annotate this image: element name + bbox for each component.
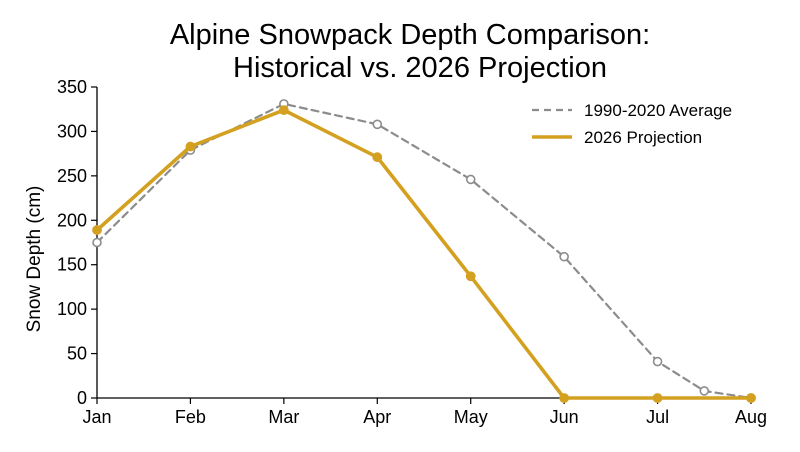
data-point: [278, 105, 289, 116]
x-tick-label: Aug: [735, 407, 767, 427]
legend-label-1990-2020-average: 1990-2020 Average: [584, 101, 732, 120]
y-tick-label: 350: [57, 77, 87, 97]
data-point: [559, 393, 570, 403]
y-tick-label: 200: [57, 210, 87, 230]
data-point: [746, 393, 756, 403]
axes: 0 50 100 150 200 250 300 350 Jan Feb Mar Apr May Jun J…: [57, 77, 767, 427]
y-axis-label: Snow Depth (cm): [24, 186, 45, 333]
data-point: [559, 251, 569, 262]
x-tick-label: Jul: [646, 407, 669, 427]
series-2026-projection: [92, 105, 756, 403]
x-tick-label: Feb: [175, 407, 206, 427]
x-tick-label: Mar: [268, 407, 299, 427]
chart-title-line-2: Historical vs. 2026 Projection: [233, 52, 607, 84]
data-point: [652, 356, 663, 367]
y-tick-label: 250: [57, 166, 87, 186]
x-tick-label: Apr: [363, 407, 391, 427]
chart-title-line-1: Alpine Snowpack Depth Comparison:: [170, 19, 650, 51]
x-tick-label: Jan: [82, 407, 111, 427]
series-layer: [92, 99, 756, 403]
y-tick-label: 50: [67, 344, 87, 364]
series-line-1990-2020-average: [95, 102, 753, 400]
legend: 1990-2020 Average 2026 Projection: [532, 101, 732, 147]
data-point: [372, 152, 383, 163]
data-point: [652, 393, 663, 403]
y-tick-label: 0: [77, 388, 87, 408]
data-point: [465, 271, 476, 282]
data-point: [92, 225, 102, 235]
series-line-2026-projection: [95, 108, 753, 400]
data-point: [465, 174, 476, 185]
data-point: [185, 141, 196, 152]
data-point: [699, 386, 710, 396]
data-point: [92, 237, 102, 248]
x-tick-label: Jun: [550, 407, 579, 427]
y-tick-label: 150: [57, 255, 87, 275]
legend-label-2026-projection: 2026 Projection: [584, 128, 702, 147]
y-tick-label: 300: [57, 121, 87, 141]
data-point: [372, 119, 383, 130]
x-tick-label: May: [454, 407, 488, 427]
y-tick-label: 100: [57, 299, 87, 319]
